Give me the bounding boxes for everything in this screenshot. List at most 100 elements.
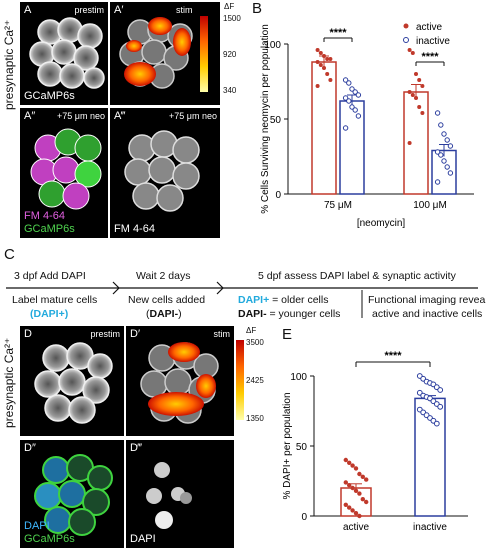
colorbar — [236, 340, 244, 420]
data-point-active — [410, 51, 415, 55]
data-point-inactive — [342, 125, 349, 131]
heatmap-image — [140, 342, 219, 424]
data-point-active — [350, 463, 355, 468]
y-tick-label: 50 — [270, 115, 282, 126]
stim-label: stim — [176, 5, 193, 15]
panel-d-stim: D′ stim — [126, 326, 234, 436]
colorbar-min: 1350 — [246, 414, 264, 423]
data-point-inactive — [346, 98, 352, 104]
younger-key: DAPI- — [238, 308, 267, 320]
y-tick-label: 50 — [296, 442, 308, 453]
data-point-inactive — [444, 137, 450, 143]
panel-letter: A″ — [24, 110, 36, 122]
data-point-active — [410, 93, 415, 97]
dapi-minus-label: (DAPI-) — [146, 308, 182, 320]
panel-letter-b: B — [252, 0, 263, 17]
data-point-active — [343, 502, 348, 507]
significance-label: **** — [384, 350, 402, 362]
data-point-active — [315, 48, 320, 52]
panel-letter: D′ — [130, 328, 141, 340]
older-key: DAPI+ — [238, 294, 270, 306]
panel-a-prestim: A prestim GCaMP6s — [20, 2, 108, 105]
gcamp-label: GCaMP6s — [24, 533, 75, 545]
data-point-active — [325, 57, 330, 61]
neo-label: +75 μm neo — [57, 111, 105, 121]
data-point-active — [318, 51, 323, 55]
data-point-inactive — [349, 104, 355, 110]
data-point-inactive — [441, 131, 447, 137]
panel-a-stim: A′ stim — [110, 2, 220, 105]
panel-letter: D″ — [24, 442, 36, 454]
data-point-inactive — [437, 387, 444, 393]
colorbar-min: 340 — [223, 86, 237, 95]
data-point-active — [364, 499, 369, 505]
dapi-gray-image — [146, 462, 192, 529]
data-point-active — [364, 477, 369, 482]
paren-open: ( — [146, 308, 150, 320]
data-point-inactive — [355, 113, 362, 119]
y-tick-label: 100 — [290, 372, 307, 383]
timeline-step-3: 5 dpf assess DAPI label & synaptic activ… — [258, 270, 456, 282]
data-point-active — [322, 54, 326, 58]
timeline-step-2: Wait 2 days — [136, 270, 191, 282]
label-mature: Label mature cells — [12, 294, 98, 306]
data-point-active — [353, 466, 359, 471]
x-tick-label: 100 μM — [413, 200, 447, 211]
data-point-inactive — [342, 95, 349, 101]
data-point-active — [350, 508, 355, 513]
panel-a-fm: A″ +75 μm neo FM 4-64 GCaMP6s — [20, 108, 108, 238]
legend-label: inactive — [416, 36, 450, 47]
data-point-active — [407, 48, 412, 52]
data-point-inactive — [447, 143, 454, 149]
data-point-inactive — [444, 164, 450, 170]
x-tick-label: 75 μM — [324, 200, 352, 211]
dapi-label: DAPI — [130, 533, 156, 545]
y-tick-label: 0 — [301, 512, 307, 523]
dapi-overlay-image — [34, 454, 113, 536]
panel-letter-e: E — [282, 326, 293, 343]
data-point-active — [347, 505, 352, 510]
heatmap-image — [119, 17, 193, 89]
legend-marker — [403, 37, 409, 43]
panel-d-dapi: D‴ DAPI — [126, 440, 234, 548]
younger-cells: DAPI- = younger cells — [238, 308, 340, 320]
younger-rest: = younger cells — [266, 308, 341, 320]
y-tick-label: 0 — [275, 190, 281, 201]
data-point-inactive — [434, 110, 441, 116]
data-point-active — [322, 66, 326, 70]
functional-2: active and inactive cells — [372, 308, 483, 320]
panel-a-fm-gray: A‴ +75 μm neo FM 4-64 — [110, 108, 220, 238]
timeline-arrow — [6, 281, 478, 318]
data-point-inactive — [434, 179, 441, 185]
data-point-active — [347, 460, 352, 465]
data-point-active — [353, 511, 359, 516]
dapi-label: DAPI — [24, 520, 50, 532]
y-tick-label: 100 — [264, 40, 281, 51]
data-point-inactive — [433, 420, 440, 427]
data-point-inactive — [355, 92, 362, 98]
data-point-active — [417, 105, 422, 109]
older-cells: DAPI+ = older cells — [238, 294, 328, 306]
data-point-inactive — [438, 152, 444, 158]
gcamp-label: GCaMP6s — [24, 223, 75, 235]
data-point-active — [328, 57, 333, 61]
stim-label: stim — [213, 329, 231, 339]
data-point-active — [407, 141, 412, 145]
data-point-active — [325, 72, 330, 76]
colorbar-max: 3500 — [246, 338, 264, 347]
significance-label: **** — [329, 27, 347, 39]
data-point-active — [357, 491, 362, 496]
data-point-active — [414, 72, 418, 76]
cell-cluster-image — [29, 17, 105, 89]
colorbar-mid: 920 — [223, 50, 237, 59]
data-point-active — [420, 111, 425, 115]
x-tick-label: inactive — [413, 522, 447, 533]
data-point-inactive — [434, 149, 441, 155]
data-point-active — [407, 90, 412, 94]
legend-label: active — [416, 22, 443, 33]
functional-1: Functional imaging reveals — [368, 294, 486, 306]
panel-letter-c: C — [4, 246, 15, 263]
data-point-active — [343, 457, 348, 463]
side-label-top: presynaptic Ca²⁺ — [2, 19, 16, 110]
panel-letter: D‴ — [130, 442, 142, 454]
